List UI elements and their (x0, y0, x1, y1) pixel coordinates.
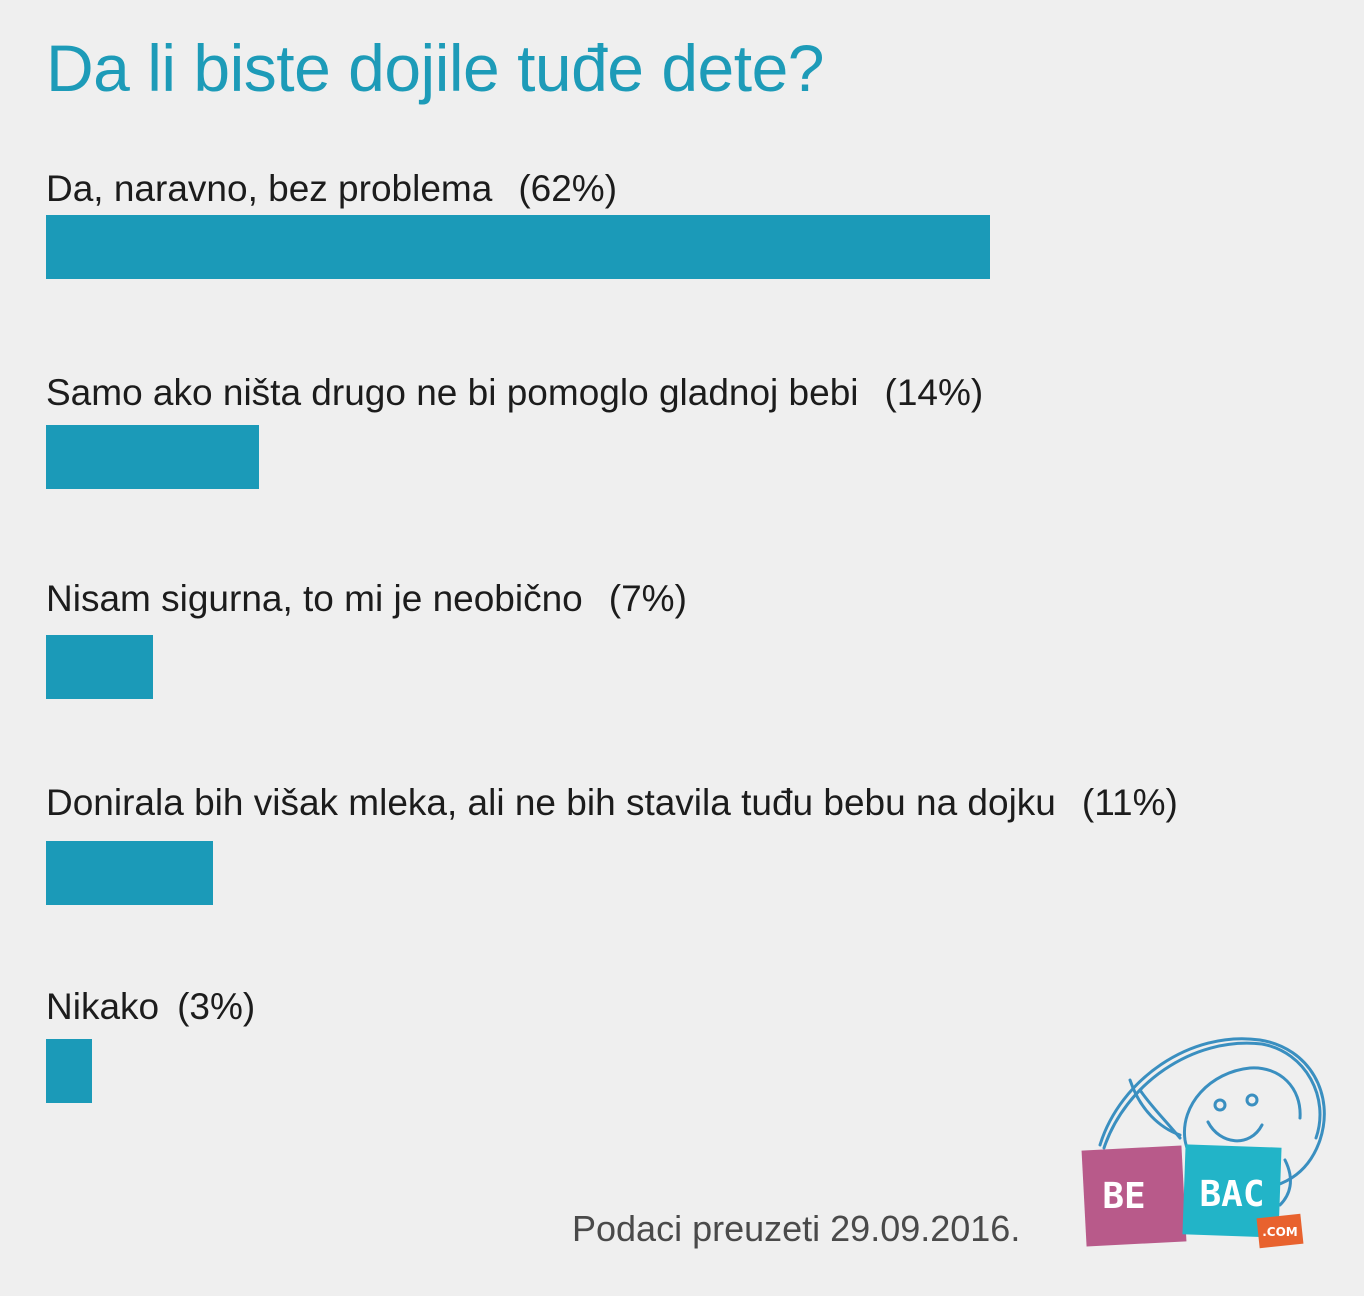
bar-label: Da, naravno, bez problema (62%) (46, 168, 617, 210)
value-label: (7%) (608, 578, 687, 619)
bar-label: Nisam sigurna, to mi je neobično (7%) (46, 578, 687, 620)
value-label: (3%) (177, 986, 256, 1027)
category-label: Samo ako ništa drugo ne bi pomoglo gladn… (46, 372, 859, 413)
bar-label: Samo ako ništa drugo ne bi pomoglo gladn… (46, 372, 983, 414)
bebac-logo: BE BAC .COM (1081, 1037, 1326, 1249)
bar-label: Donirala bih višak mleka, ali ne bih sta… (46, 782, 1178, 824)
bar (46, 1039, 92, 1103)
value-label: (62%) (518, 168, 618, 209)
bar (46, 841, 213, 905)
bar (46, 635, 153, 699)
bar (46, 215, 990, 279)
source-note: Podaci preuzeti 29.09.2016. (572, 1208, 1021, 1249)
category-label: Donirala bih višak mleka, ali ne bih sta… (46, 782, 1056, 823)
category-label: Nisam sigurna, to mi je neobično (46, 578, 583, 619)
logo-text-domain: .COM (1262, 1225, 1298, 1239)
value-label: (14%) (884, 372, 984, 413)
logo-text-left: BE (1102, 1176, 1145, 1217)
category-label: Nikako (46, 986, 160, 1027)
value-label: (11%) (1081, 782, 1178, 823)
category-label: Da, naravno, bez problema (46, 168, 493, 209)
logo-text-right: BAC (1199, 1174, 1264, 1215)
chart-title: Da li biste dojile tuđe dete? (46, 31, 825, 105)
bar-label: Nikako (3%) (46, 986, 255, 1028)
bar (46, 425, 259, 489)
